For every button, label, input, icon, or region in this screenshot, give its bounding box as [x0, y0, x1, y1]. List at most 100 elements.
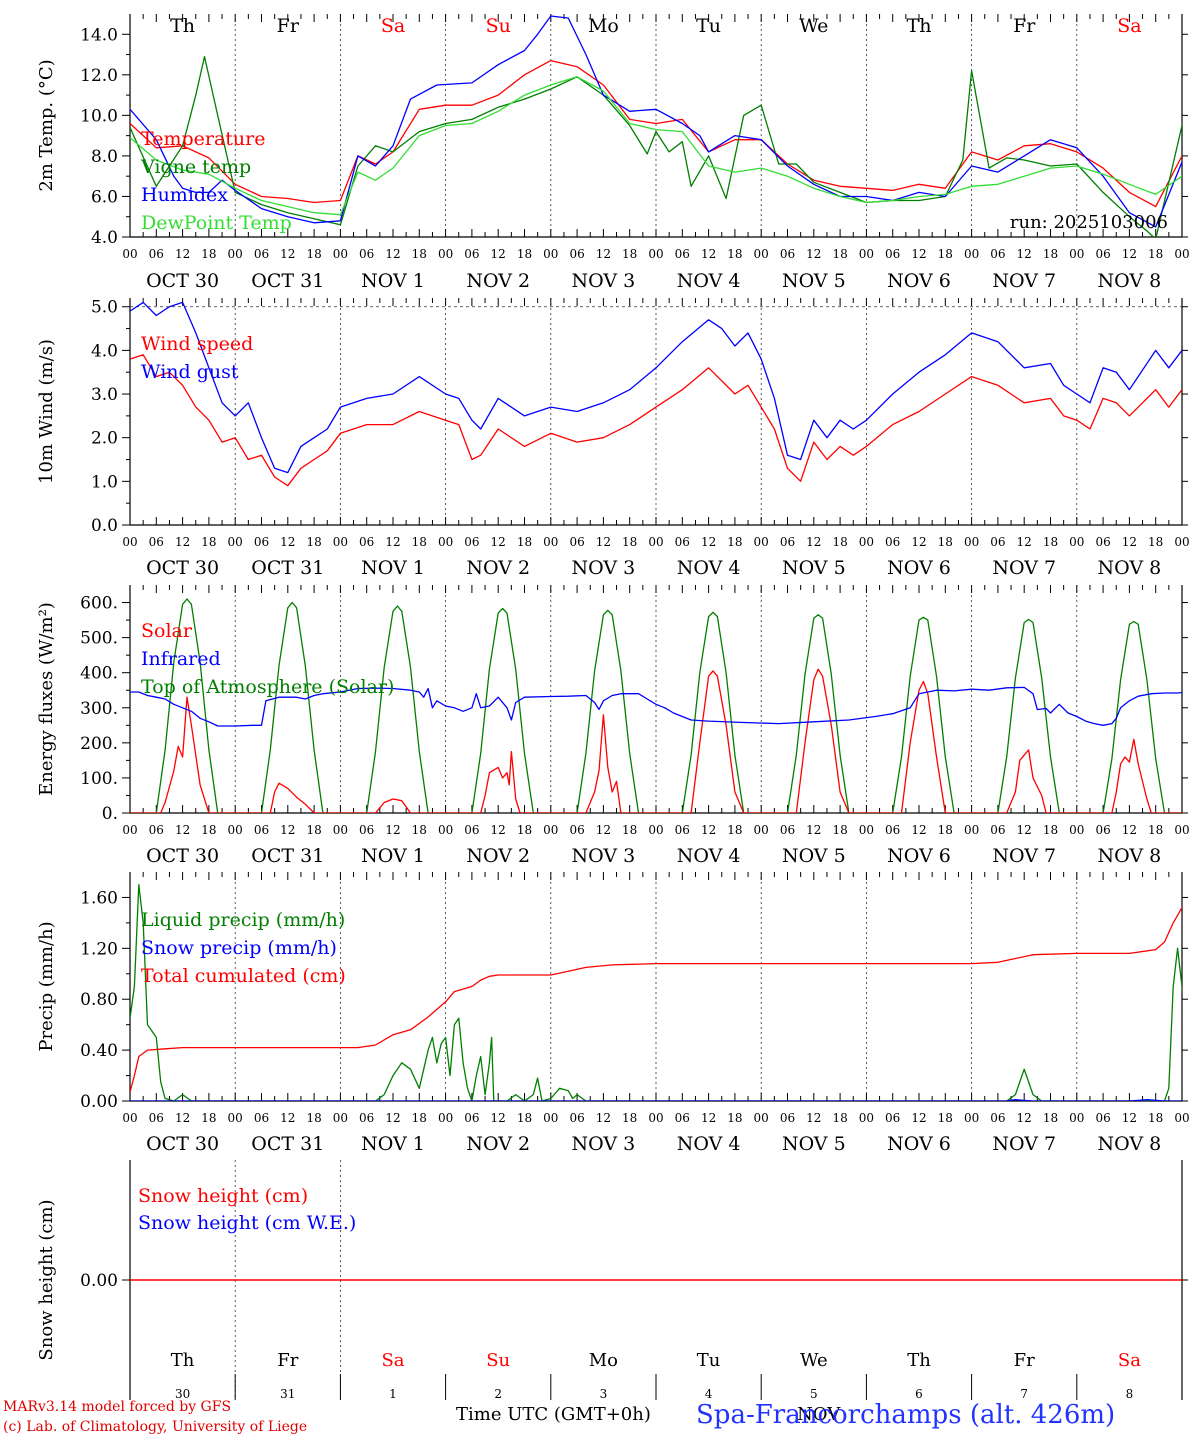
y-tick-label: 2.0	[91, 429, 118, 449]
hour-tick-label: 18	[306, 247, 321, 261]
legend-entry: Snow height (cm)	[138, 1185, 308, 1207]
hour-tick-label: 00	[964, 823, 979, 837]
hour-tick-label: 06	[1095, 247, 1110, 261]
hour-tick-label: 06	[359, 535, 374, 549]
hour-tick-label: 06	[780, 535, 795, 549]
hour-tick-label: 00	[438, 535, 453, 549]
y-tick-label: 4.0	[91, 341, 118, 361]
panel-wind: 00 06 12 18 00 06 12 18 00 06 12 18 00 06 12 18 00 06 12 18…	[36, 298, 1190, 579]
hour-tick-label: 00	[754, 1111, 769, 1125]
hour-tick-label: 06	[1095, 823, 1110, 837]
date-label: NOV 5	[782, 1133, 846, 1155]
date-label: NOV 6	[887, 1133, 951, 1155]
series-group	[130, 301, 1182, 487]
hour-tick-label: 00	[648, 535, 663, 549]
hour-tick-label: 00	[228, 1111, 243, 1125]
hour-tick-label: 06	[990, 1111, 1005, 1125]
weekday-label: Fr	[1013, 15, 1036, 37]
hour-tick-label: 12	[385, 535, 400, 549]
y-tick-label: 0.00	[80, 1092, 118, 1112]
hour-tick-label: 18	[727, 823, 742, 837]
y-tick-label: 1.20	[80, 939, 118, 959]
hour-tick-label: 00	[754, 247, 769, 261]
hour-tick-label: 18	[1043, 823, 1058, 837]
day-number-label: 3	[600, 1387, 608, 1401]
y-axis-title: Energy fluxes (W/m²)	[36, 602, 57, 796]
hour-tick-label: 00	[1069, 1111, 1084, 1125]
hour-tick-label: 18	[306, 535, 321, 549]
hour-tick-label: 12	[596, 247, 611, 261]
hour-tick-label: 06	[885, 535, 900, 549]
hour-tick-label: 12	[806, 247, 821, 261]
weekday-label: Sa	[381, 15, 405, 37]
hour-tick-label: 18	[412, 535, 427, 549]
hour-tick-label: 00	[228, 247, 243, 261]
hour-tick-label: 18	[622, 535, 637, 549]
day-number-label: 2	[494, 1387, 502, 1401]
hour-tick-label: 12	[806, 1111, 821, 1125]
date-label: NOV 5	[782, 270, 846, 292]
hour-tick-label: 12	[1122, 823, 1137, 837]
hour-tick-label: 00	[754, 535, 769, 549]
y-tick-label: 0.40	[80, 1041, 118, 1061]
date-label: NOV 4	[677, 557, 741, 579]
y-tick-label: 8.0	[91, 147, 118, 167]
date-label: NOV 8	[1098, 1133, 1162, 1155]
hour-tick-label: 00	[122, 823, 137, 837]
legend-entry: Wind speed	[141, 333, 253, 355]
legend-entry: Vigne temp	[140, 156, 251, 178]
hour-tick-label: 18	[727, 1111, 742, 1125]
hour-tick-label: 00	[964, 1111, 979, 1125]
hour-tick-label: 12	[385, 823, 400, 837]
hour-tick-label: 00	[543, 823, 558, 837]
series-group	[130, 884, 1182, 1101]
date-label: NOV 2	[466, 1133, 530, 1155]
date-label: NOV 6	[887, 557, 951, 579]
hour-tick-label: 12	[1122, 535, 1137, 549]
hour-tick-label: 00	[228, 535, 243, 549]
date-label: OCT 30	[146, 557, 219, 579]
hour-tick-label: 18	[1043, 247, 1058, 261]
series-total-cumulated-cm-	[130, 906, 1182, 1093]
hour-tick-label: 12	[596, 535, 611, 549]
y-tick-label: 14.0	[80, 25, 118, 45]
y-tick-label: 0.	[102, 804, 118, 824]
hour-tick-label: 12	[596, 823, 611, 837]
hour-tick-label: 06	[780, 823, 795, 837]
day-number-label: 8	[1126, 1387, 1134, 1401]
day-number-label: 4	[705, 1387, 713, 1401]
hour-tick-label: 12	[491, 1111, 506, 1125]
date-label: NOV 3	[572, 1133, 636, 1155]
day-number-label: 6	[915, 1387, 923, 1401]
panel-precip: 00 06 12 18 00 06 12 18 00 06 12 18 00 06 12 18 00 06 12 18…	[36, 872, 1190, 1155]
y-tick-label: 100.	[80, 769, 118, 789]
y-tick-label: 1.0	[91, 472, 118, 492]
hour-tick-label: 00	[859, 535, 874, 549]
day-number-label: 7	[1020, 1387, 1028, 1401]
y-axis-title: 10m Wind (m/s)	[36, 339, 57, 484]
hour-tick-label: 00	[859, 1111, 874, 1125]
hour-tick-label: 06	[780, 247, 795, 261]
hour-tick-label: 12	[175, 535, 190, 549]
date-label: NOV 6	[887, 270, 951, 292]
date-label: NOV 1	[361, 557, 425, 579]
hour-tick-label: 00	[1069, 535, 1084, 549]
hour-tick-label: 18	[412, 247, 427, 261]
hour-tick-label: 00	[438, 823, 453, 837]
hour-tick-label: 06	[1095, 1111, 1110, 1125]
date-label: NOV 8	[1098, 557, 1162, 579]
hour-tick-label: 06	[780, 1111, 795, 1125]
footer-model: MARv3.14 model forced by GFS	[3, 1399, 232, 1415]
y-tick-label: 600.	[80, 594, 118, 614]
hour-tick-label: 06	[990, 247, 1005, 261]
hour-tick-label: 00	[333, 535, 348, 549]
hour-tick-label: 00	[333, 1111, 348, 1125]
hour-tick-label: 06	[675, 823, 690, 837]
hour-tick-label: 00	[1174, 823, 1189, 837]
y-tick-label: 500.	[80, 629, 118, 649]
legend-entry: Solar	[141, 620, 193, 642]
series-infrared	[130, 686, 1182, 727]
y-axis-title: Precip (mm/h)	[36, 921, 57, 1051]
hour-tick-label: 06	[149, 1111, 164, 1125]
hour-tick-label: 00	[122, 535, 137, 549]
